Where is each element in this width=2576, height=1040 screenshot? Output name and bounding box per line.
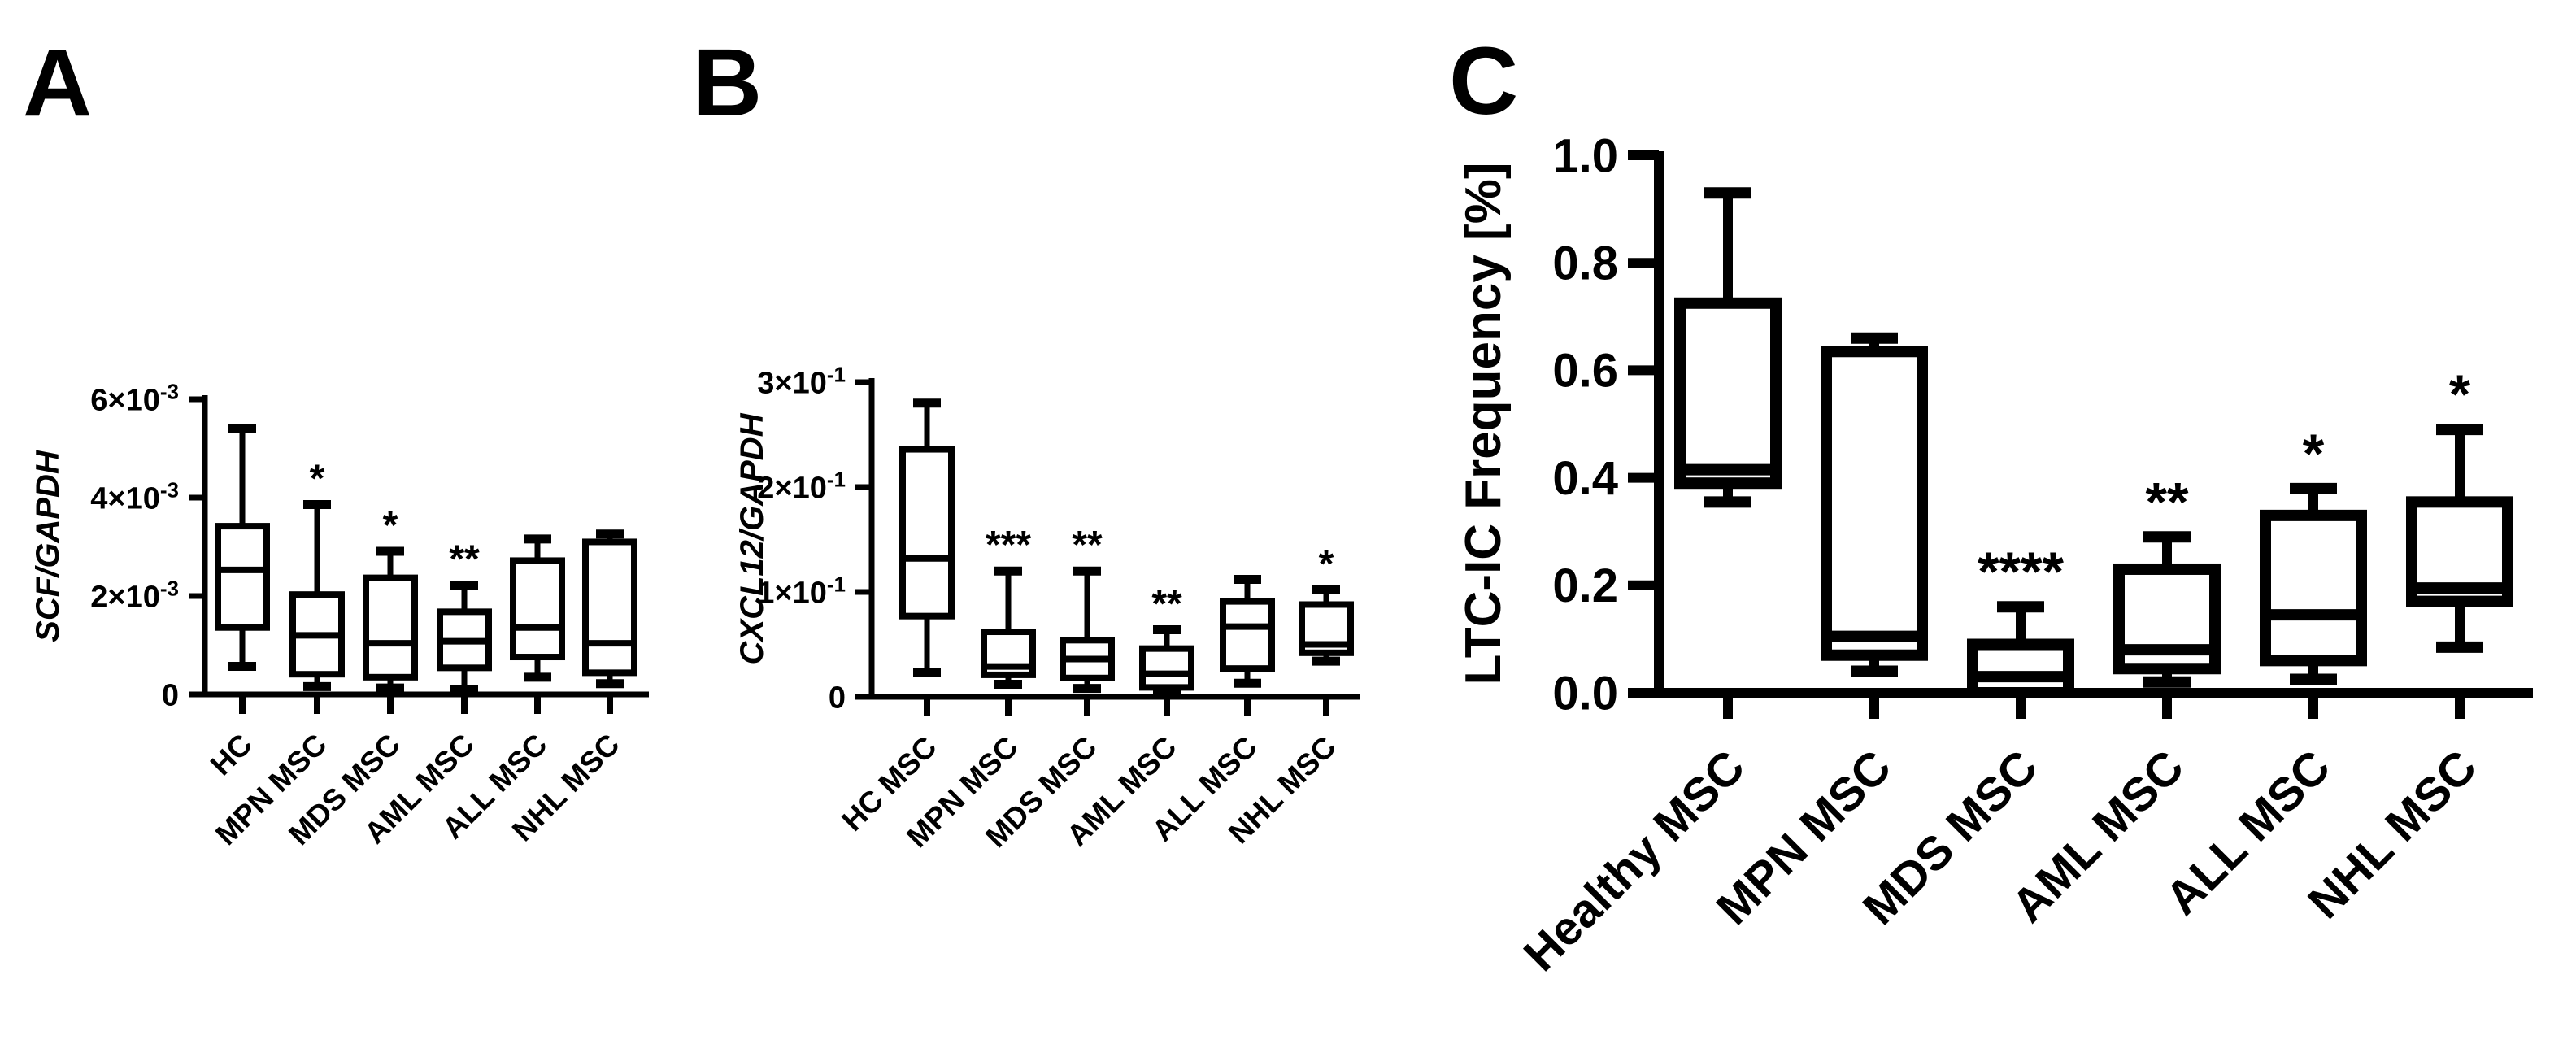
- panel-letter: A: [23, 29, 92, 137]
- significance-stars: *: [2449, 363, 2471, 425]
- box-all-msc: [2260, 482, 2367, 685]
- iqr-box: [215, 523, 270, 631]
- y-tick-label: 1×10-1: [757, 572, 846, 610]
- box-mpn-msc: [1821, 332, 1928, 677]
- y-tick-label: 1.0: [1552, 129, 1618, 182]
- panel-c: C LTC-IC Frequency [%] 0.0 0.2 0.4 0.6 0.8 1.0 H…: [1449, 28, 2533, 981]
- significance-stars: **: [449, 538, 480, 581]
- iqr-box: [363, 574, 418, 681]
- y-tick-label: 2×10-1: [757, 467, 846, 505]
- significance-stars: **: [2146, 471, 2189, 533]
- y-tick-label: 4×10-3: [90, 477, 179, 516]
- box-aml-msc: [437, 581, 492, 695]
- category-label-hc: HC: [204, 728, 259, 782]
- box-mds-msc: [1967, 601, 2074, 699]
- y-tick-label: 0: [829, 681, 846, 715]
- box-nhl-msc: [2406, 424, 2513, 653]
- y-tick-label: 6×10-3: [90, 379, 179, 417]
- y-tick-label: 0: [162, 678, 179, 712]
- iqr-box: [899, 446, 955, 620]
- significance-stars: **: [1072, 524, 1103, 567]
- box-hc-msc: [899, 398, 955, 677]
- iqr-box: [510, 557, 565, 661]
- y-tick-label: 0.4: [1552, 452, 1618, 505]
- significance-stars: ****: [1978, 541, 2064, 603]
- significance-stars: ***: [986, 524, 1031, 567]
- iqr-box: [2260, 509, 2367, 667]
- y-axis-label: CXCL12/GAPDH: [734, 412, 770, 664]
- y-tick-label: 0.6: [1552, 345, 1618, 398]
- box-nhl-msc: [1299, 585, 1354, 666]
- panel-letter: C: [1449, 28, 1518, 135]
- significance-stars: *: [2303, 423, 2325, 485]
- box-healthy-msc: [1674, 187, 1782, 508]
- iqr-box: [582, 538, 637, 677]
- box-mpn-msc: [981, 566, 1036, 690]
- y-tick-label: 3×10-1: [757, 362, 846, 400]
- y-axis-label: SCF/GAPDH: [30, 450, 66, 642]
- y-tick-label: 0.2: [1552, 559, 1618, 612]
- iqr-box: [1967, 638, 2074, 699]
- category-label-healthy-msc: Healthy MSC: [1514, 740, 1756, 981]
- box-nhl-msc: [582, 529, 637, 689]
- significance-stars: *: [310, 457, 325, 500]
- box-aml-msc: [2113, 531, 2221, 688]
- y-tick-label: 2×10-3: [90, 576, 179, 614]
- iqr-box: [1139, 645, 1194, 691]
- box-all-msc: [510, 534, 565, 682]
- box-mds-msc: [1060, 566, 1115, 694]
- box-aml-msc: [1139, 624, 1194, 699]
- iqr-box: [1821, 346, 1928, 661]
- box-hc: [215, 424, 270, 672]
- panel-letter: B: [693, 29, 762, 137]
- significance-stars: *: [1319, 542, 1334, 585]
- y-axis-label: LTC-IC Frequency [%]: [1456, 163, 1512, 685]
- significance-stars: **: [1151, 582, 1182, 625]
- iqr-box: [1674, 297, 1782, 490]
- box-mds-msc: [363, 546, 418, 693]
- box-mpn-msc: [289, 499, 345, 691]
- y-tick-label: 0.0: [1552, 667, 1618, 720]
- y-tick-label: 0.8: [1552, 237, 1618, 290]
- iqr-box: [1220, 598, 1275, 672]
- box-all-msc: [1220, 575, 1275, 688]
- significance-stars: *: [383, 504, 398, 547]
